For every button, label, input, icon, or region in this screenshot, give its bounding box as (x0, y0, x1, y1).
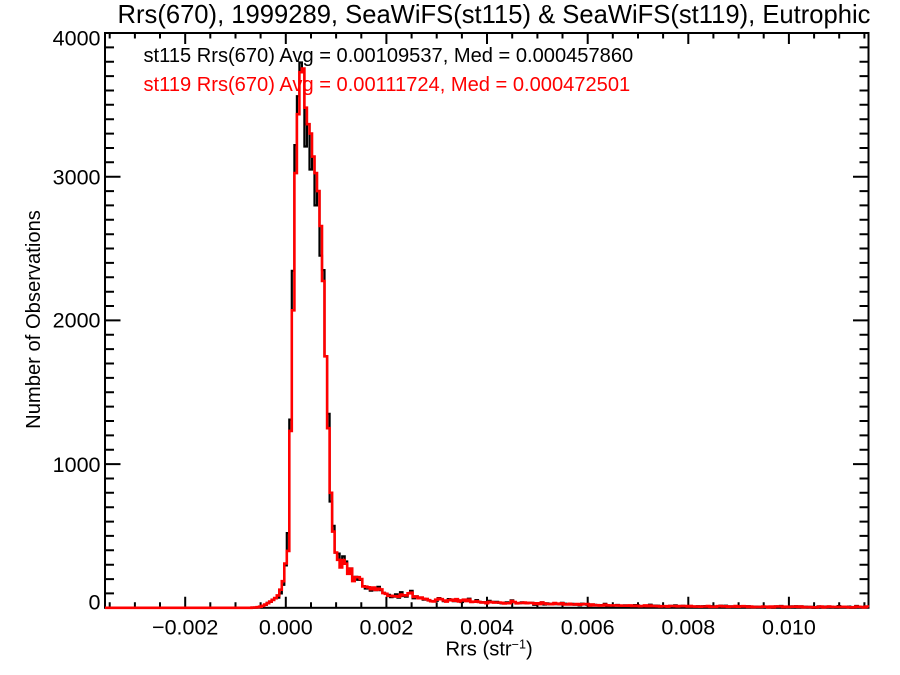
svg-text:0.004: 0.004 (460, 615, 514, 639)
svg-text:−0.002: −0.002 (152, 615, 218, 639)
svg-text:0.006: 0.006 (561, 615, 615, 639)
svg-text:0.002: 0.002 (359, 615, 413, 639)
svg-text:3000: 3000 (53, 165, 101, 189)
svg-text:0: 0 (89, 590, 101, 614)
svg-text:1000: 1000 (53, 453, 101, 477)
svg-text:st115 Rrs(670) Avg = 0.0010953: st115 Rrs(670) Avg = 0.00109537, Med = 0… (144, 45, 634, 67)
svg-text:2000: 2000 (53, 309, 101, 333)
svg-text:Rrs (str−1): Rrs (str−1) (446, 638, 533, 661)
svg-text:0.000: 0.000 (259, 615, 313, 639)
svg-text:0.010: 0.010 (762, 615, 816, 639)
svg-text:4000: 4000 (53, 27, 101, 51)
svg-text:Number of Observations: Number of Observations (23, 210, 45, 429)
svg-text:0.008: 0.008 (661, 615, 715, 639)
svg-text:st119 Rrs(670) Avg = 0.0011172: st119 Rrs(670) Avg = 0.00111724, Med = 0… (144, 74, 631, 96)
svg-text:Rrs(670), 1999289, SeaWiFS(st1: Rrs(670), 1999289, SeaWiFS(st115) & SeaW… (118, 1, 871, 29)
